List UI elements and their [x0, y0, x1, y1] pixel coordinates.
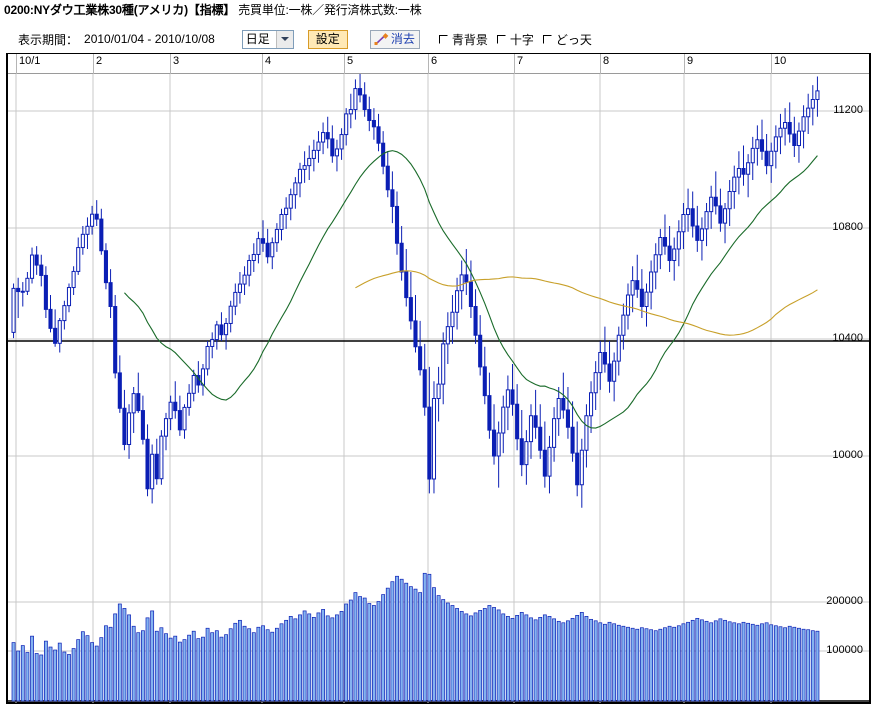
x-axis-tick: 6: [428, 54, 437, 74]
checkbox-box-icon[interactable]: [542, 34, 552, 44]
y-axis-tick-label: 10800: [832, 221, 863, 233]
x-axis-tick: 3: [170, 54, 179, 74]
x-axis-tick-label: 10/1: [19, 55, 41, 67]
toolbar: 表示期間： 2010/01/04 - 2010/10/08 日足 設定 消去 青…: [0, 26, 877, 52]
y-axis-tick-label: 10000: [832, 449, 863, 461]
x-axis-tick: 2: [93, 54, 102, 74]
settings-button[interactable]: 設定: [307, 29, 348, 49]
x-axis-tick-label: 9: [687, 55, 694, 67]
checkbox-box-icon[interactable]: [438, 34, 448, 44]
instrument-sub-info: 売買単位:一株／発行済株式数:一株: [238, 3, 422, 17]
chevron-down-icon[interactable]: [275, 30, 293, 48]
checkbox-dotten[interactable]: どっ天: [542, 31, 592, 48]
x-axis-tick: 10: [771, 54, 786, 74]
page-title: 0200:NYダウ工業株30種(アメリカ)【指標】 売買単位:一株／発行済株式数…: [4, 1, 422, 18]
erase-button-label: 消去: [390, 31, 415, 46]
x-axis-tick-label: 3: [173, 55, 180, 67]
y-axis-tick-label: 200000: [826, 595, 863, 607]
y-axis-tick-label: 10400: [832, 332, 863, 344]
x-axis-tick-label: 2: [96, 55, 103, 67]
checkbox-blue-background[interactable]: 青背景: [438, 31, 488, 48]
x-axis-tick-label: 6: [431, 55, 438, 67]
checkbox-label: 青背景: [451, 32, 488, 47]
y-axis-tick-label: 11200: [833, 104, 863, 116]
checkbox-crosshair[interactable]: 十字: [496, 31, 534, 48]
x-axis-tick: 5: [344, 54, 353, 74]
interval-select[interactable]: 日足: [241, 29, 294, 49]
period-range-value: 2010/01/04 - 2010/10/08: [84, 32, 215, 46]
checkbox-box-icon[interactable]: [496, 34, 506, 44]
period-label: 表示期間：: [18, 32, 79, 47]
x-axis: 10/1 2 3 4 5 6 7 8 9 10: [8, 54, 869, 74]
x-axis-tick-label: 10: [774, 55, 787, 67]
checkbox-label: どっ天: [555, 32, 592, 47]
y-axis-tick-label: 100000: [826, 644, 863, 656]
interval-select-value: 日足: [245, 31, 270, 46]
checkbox-label: 十字: [509, 32, 534, 47]
x-axis-tick-label: 4: [265, 55, 272, 67]
erase-button[interactable]: 消去: [369, 29, 420, 49]
x-axis-tick-label: 7: [517, 55, 524, 67]
x-axis-tick: 9: [684, 54, 693, 74]
x-axis-tick: 8: [600, 54, 609, 74]
x-axis-tick: 10/1: [16, 54, 40, 74]
pen-icon: [374, 32, 389, 45]
x-axis-tick: 7: [514, 54, 523, 74]
chart-plot-area[interactable]: [8, 74, 869, 703]
instrument-name: 0200:NYダウ工業株30種(アメリカ)【指標】: [4, 3, 236, 17]
chart-frame[interactable]: 10/1 2 3 4 5 6 7 8 9 10 11200 10800 10400 10000 20000…: [6, 53, 871, 704]
x-axis-tick-label: 8: [603, 55, 610, 67]
x-axis-tick: 4: [262, 54, 271, 74]
x-axis-tick-label: 5: [347, 55, 354, 67]
